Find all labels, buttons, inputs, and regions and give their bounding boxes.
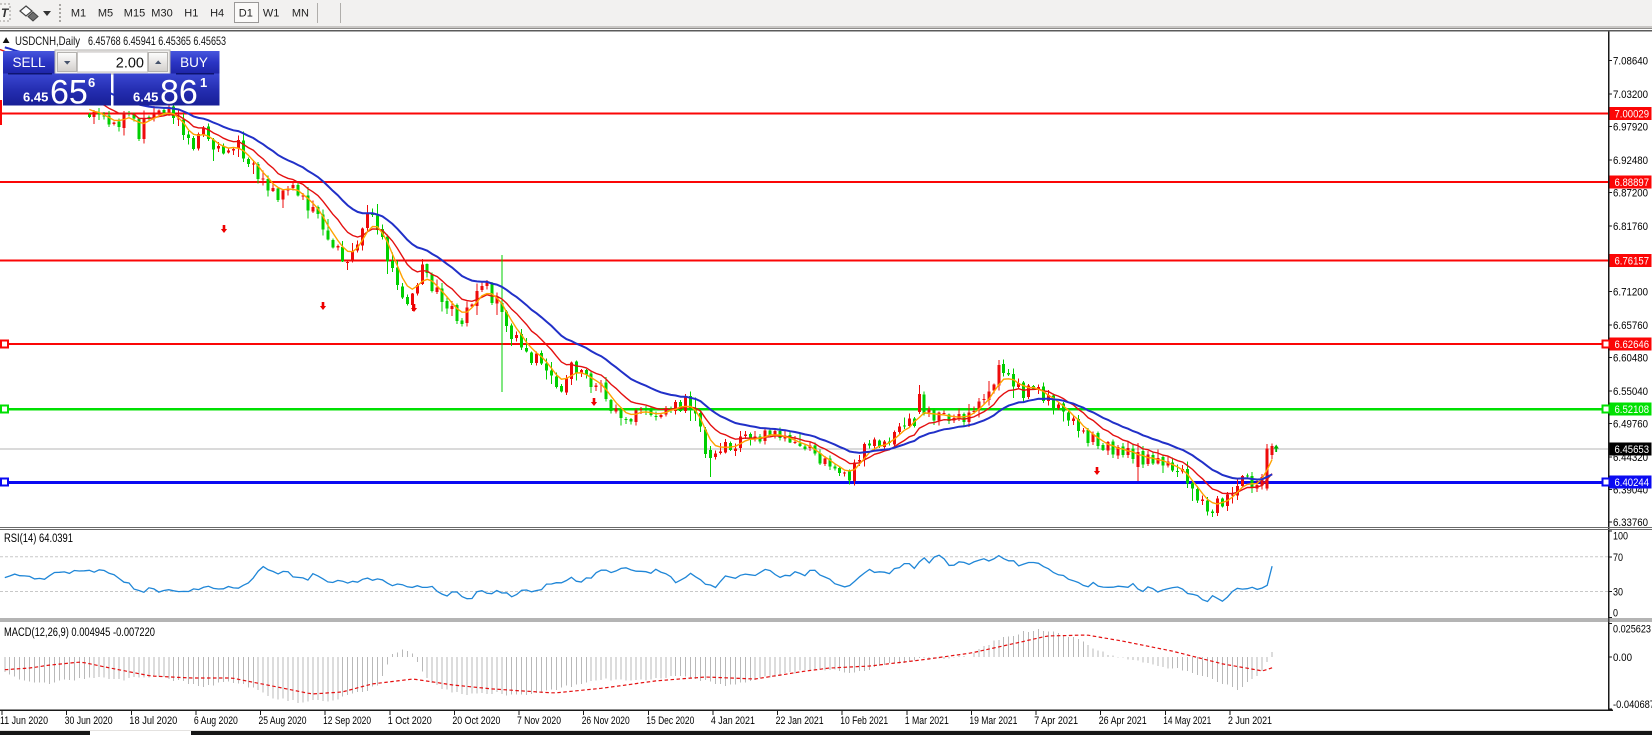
svg-text:0.00: 0.00 — [1613, 652, 1632, 664]
svg-text:22 Jan 2021: 22 Jan 2021 — [776, 715, 824, 727]
svg-text:6: 6 — [88, 75, 95, 90]
svg-text:14 May 2021: 14 May 2021 — [1163, 715, 1211, 727]
svg-text:RSI(14) 64.0391: RSI(14) 64.0391 — [4, 533, 73, 545]
svg-text:70: 70 — [1613, 552, 1623, 564]
svg-text:6.45: 6.45 — [23, 90, 48, 105]
svg-text:0: 0 — [1613, 608, 1618, 620]
svg-text:6.76157: 6.76157 — [1615, 256, 1650, 268]
svg-text:M1: M1 — [71, 8, 86, 20]
svg-text:MACD(12,26,9) 0.004945 -0.0072: MACD(12,26,9) 0.004945 -0.007220 — [4, 627, 155, 639]
svg-text:BUY: BUY — [180, 55, 208, 70]
svg-text:MN: MN — [292, 8, 309, 20]
svg-text:7.08640: 7.08640 — [1613, 55, 1648, 67]
svg-text:6.60480: 6.60480 — [1613, 352, 1648, 364]
svg-text:10 Feb 2021: 10 Feb 2021 — [840, 715, 888, 727]
svg-text:6.40244: 6.40244 — [1615, 477, 1650, 489]
svg-text:M15: M15 — [124, 8, 145, 20]
svg-text:12 Sep 2020: 12 Sep 2020 — [323, 715, 371, 727]
svg-text:20 Oct 2020: 20 Oct 2020 — [452, 715, 500, 727]
svg-text:6.87200: 6.87200 — [1613, 188, 1648, 200]
svg-text:H4: H4 — [210, 8, 224, 20]
svg-text:11 Jun 2020: 11 Jun 2020 — [0, 715, 48, 727]
svg-text:100: 100 — [1613, 531, 1628, 543]
svg-text:2 Jun 2021: 2 Jun 2021 — [1228, 715, 1272, 727]
svg-text:4 Jan 2021: 4 Jan 2021 — [711, 715, 755, 727]
svg-text:6.65760: 6.65760 — [1613, 320, 1648, 332]
svg-text:6.71200: 6.71200 — [1613, 286, 1648, 298]
svg-text:6 Aug 2020: 6 Aug 2020 — [194, 715, 238, 727]
svg-text:6.92480: 6.92480 — [1613, 155, 1648, 167]
svg-text:-0.040687: -0.040687 — [1613, 699, 1652, 711]
svg-text:M5: M5 — [98, 8, 113, 20]
svg-text:86: 86 — [160, 74, 198, 112]
svg-text:0.025623: 0.025623 — [1613, 624, 1651, 636]
svg-text:D1: D1 — [239, 8, 253, 20]
svg-text:H1: H1 — [184, 8, 198, 20]
svg-text:1 Mar 2021: 1 Mar 2021 — [905, 715, 949, 727]
svg-text:7.00029: 7.00029 — [1615, 109, 1650, 121]
svg-text:6.62646: 6.62646 — [1615, 339, 1650, 351]
svg-text:6.45653: 6.45653 — [1615, 444, 1650, 456]
svg-text:T: T — [1, 6, 10, 20]
svg-text:W1: W1 — [263, 8, 280, 20]
svg-text:7.03200: 7.03200 — [1613, 89, 1648, 101]
svg-text:18 Jul 2020: 18 Jul 2020 — [129, 715, 177, 727]
svg-text:2.00: 2.00 — [116, 56, 144, 72]
svg-text:6.52108: 6.52108 — [1615, 404, 1650, 416]
svg-text:26 Nov 2020: 26 Nov 2020 — [582, 715, 630, 727]
svg-text:6.45: 6.45 — [133, 90, 158, 105]
svg-text:30: 30 — [1613, 587, 1623, 599]
svg-text:6.97920: 6.97920 — [1613, 122, 1648, 134]
svg-text:6.33760: 6.33760 — [1613, 517, 1648, 529]
svg-text:30 Jun 2020: 30 Jun 2020 — [65, 715, 113, 727]
svg-text:6.45768 6.45941 6.45365 6.4565: 6.45768 6.45941 6.45365 6.45653 — [88, 34, 226, 48]
svg-text:6.81760: 6.81760 — [1613, 221, 1648, 233]
svg-text:19 Mar 2021: 19 Mar 2021 — [969, 715, 1017, 727]
svg-text:M30: M30 — [151, 8, 172, 20]
svg-text:6.55040: 6.55040 — [1613, 386, 1648, 398]
svg-text:USDCNH,Daily: USDCNH,Daily — [15, 34, 80, 48]
svg-text:65: 65 — [50, 74, 88, 112]
svg-text:SELL: SELL — [12, 55, 46, 70]
svg-text:15 Dec 2020: 15 Dec 2020 — [646, 715, 694, 727]
svg-text:25 Aug 2020: 25 Aug 2020 — [259, 715, 307, 727]
svg-text:7 Nov 2020: 7 Nov 2020 — [517, 715, 561, 727]
svg-text:1: 1 — [200, 75, 207, 90]
svg-text:6.88897: 6.88897 — [1615, 177, 1650, 189]
svg-text:26 Apr 2021: 26 Apr 2021 — [1099, 715, 1147, 727]
svg-text:6.49760: 6.49760 — [1613, 419, 1648, 431]
svg-text:1 Oct 2020: 1 Oct 2020 — [388, 715, 432, 727]
svg-text:7 Apr 2021: 7 Apr 2021 — [1034, 715, 1078, 727]
